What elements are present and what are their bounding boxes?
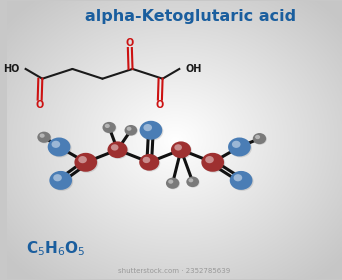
Text: alpha-Ketoglutaric acid: alpha-Ketoglutaric acid <box>86 8 297 24</box>
Circle shape <box>167 178 180 189</box>
Circle shape <box>174 144 182 151</box>
Circle shape <box>141 122 163 141</box>
Circle shape <box>228 137 251 157</box>
Circle shape <box>234 174 242 181</box>
Circle shape <box>111 144 118 151</box>
Circle shape <box>78 156 87 163</box>
Circle shape <box>51 172 73 191</box>
Circle shape <box>52 141 60 148</box>
Text: OH: OH <box>185 64 202 74</box>
Text: O: O <box>36 100 44 109</box>
Circle shape <box>140 155 160 171</box>
Circle shape <box>140 121 162 140</box>
Circle shape <box>253 134 267 145</box>
Text: shutterstock.com · 2352785639: shutterstock.com · 2352785639 <box>118 268 231 274</box>
Circle shape <box>49 171 72 190</box>
Text: HO: HO <box>3 64 19 74</box>
Circle shape <box>127 127 131 131</box>
Circle shape <box>76 154 98 173</box>
Circle shape <box>107 141 128 158</box>
Circle shape <box>40 134 45 138</box>
Circle shape <box>205 156 214 163</box>
Circle shape <box>232 141 240 148</box>
Circle shape <box>103 122 116 133</box>
Circle shape <box>253 133 266 144</box>
Circle shape <box>168 179 173 184</box>
Circle shape <box>75 153 97 172</box>
Circle shape <box>201 153 224 172</box>
Text: O: O <box>156 100 164 109</box>
Circle shape <box>231 172 253 191</box>
Circle shape <box>53 174 62 181</box>
Text: C$_5$H$_6$O$_5$: C$_5$H$_6$O$_5$ <box>26 239 85 258</box>
Circle shape <box>37 132 51 143</box>
Circle shape <box>171 141 191 158</box>
Circle shape <box>38 132 51 143</box>
Circle shape <box>188 178 193 182</box>
Circle shape <box>166 178 179 189</box>
Circle shape <box>187 177 200 188</box>
Circle shape <box>48 137 70 157</box>
Circle shape <box>202 154 225 173</box>
Circle shape <box>124 125 137 136</box>
Circle shape <box>139 154 159 171</box>
Circle shape <box>105 124 110 128</box>
Circle shape <box>255 135 260 139</box>
Circle shape <box>229 138 252 157</box>
Circle shape <box>49 138 71 157</box>
Circle shape <box>143 124 152 131</box>
Circle shape <box>230 171 252 190</box>
Circle shape <box>108 142 129 159</box>
Circle shape <box>172 142 192 159</box>
Circle shape <box>103 122 117 134</box>
Circle shape <box>186 176 199 187</box>
Text: O: O <box>126 38 134 48</box>
Circle shape <box>125 125 138 136</box>
Circle shape <box>143 157 150 163</box>
